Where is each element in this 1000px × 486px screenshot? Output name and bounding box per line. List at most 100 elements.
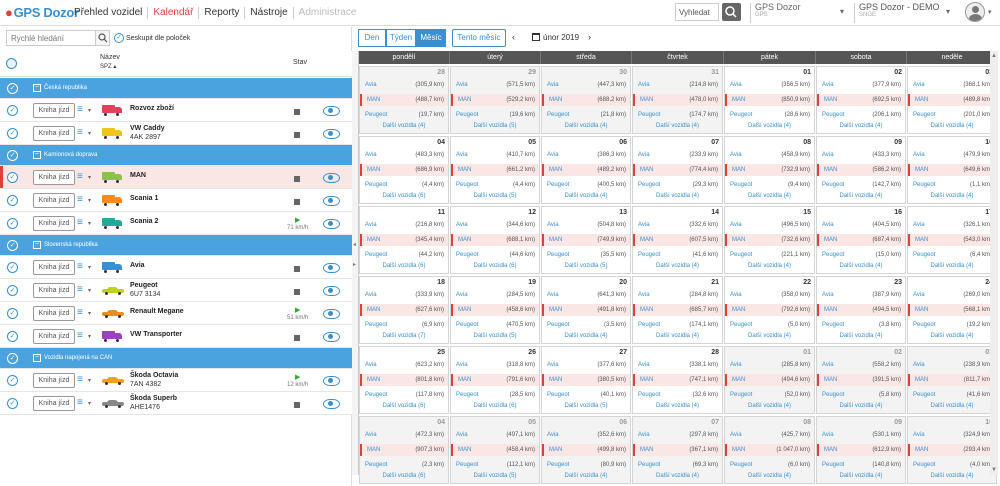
row-checkbox[interactable]: ✓ — [7, 150, 18, 161]
chevron-down-icon[interactable]: ▾ — [88, 108, 92, 114]
row-checkbox[interactable]: ✓ — [7, 240, 18, 251]
vehicle-km-line[interactable]: MAN (489,2 km) — [542, 164, 630, 176]
vehicle-km-line[interactable]: Avia (377,9 km) — [817, 79, 905, 91]
search-icon[interactable] — [95, 30, 110, 46]
more-vehicles-link[interactable]: Další vozidla (4) — [747, 263, 791, 269]
chevron-down-icon[interactable]: ▾ — [88, 265, 92, 271]
vehicle-km-line[interactable]: Avia (368,1 km) — [908, 79, 996, 91]
day-cell[interactable]: 22 Avia (358,0 km) MAN (792,6 km) Peugeot (5,0… — [724, 276, 815, 344]
vehicle-km-line[interactable]: Avia (496,5 km) — [725, 219, 814, 231]
trip-book-button[interactable]: Kniha jízd — [33, 170, 75, 185]
more-vehicles-link[interactable]: Další vozidla (4) — [930, 193, 974, 199]
vehicle-km-line[interactable]: MAN (1 047,0 km) — [725, 444, 814, 456]
vehicle-km-line[interactable]: Avia (483,3 km) — [360, 149, 448, 161]
vehicle-km-line[interactable]: Peugeot (174,1 km) — [633, 319, 722, 331]
scrollbar[interactable]: ▲ ▼ — [990, 51, 998, 475]
vehicle-km-line[interactable]: Peugeot (221,1 km) — [725, 249, 814, 261]
vehicle-km-line[interactable]: Avia (269,0 km) — [908, 289, 996, 301]
group-row[interactable]: ✓ − Kamionová doprava — [0, 145, 352, 166]
trip-book-button[interactable]: Kniha jízd — [33, 329, 75, 344]
more-vehicles-link[interactable]: Další vozidla (4) — [564, 193, 608, 199]
month-label[interactable]: únor 2019 — [543, 33, 580, 42]
day-cell[interactable]: 21 Avia (284,8 km) MAN (685,7 km) Peugeot (174… — [632, 276, 723, 344]
more-vehicles-link[interactable]: Další vozidla (4) — [564, 333, 608, 339]
vehicle-km-line[interactable]: Avia (433,3 km) — [817, 149, 905, 161]
day-cell[interactable]: 14 Avia (332,6 km) MAN (607,5 km) Peugeot (41,… — [632, 206, 723, 274]
chevron-down-icon[interactable]: ▾ — [88, 131, 92, 137]
trip-book-button[interactable]: Kniha jízd — [33, 283, 75, 298]
menu-icon[interactable]: ≡ — [77, 194, 83, 205]
vehicle-km-line[interactable]: Avia (558,2 km) — [817, 359, 905, 371]
vehicle-km-line[interactable]: Peugeot (3,5 km) — [542, 319, 630, 331]
vehicle-km-line[interactable]: Avia (458,9 km) — [725, 149, 814, 161]
vehicle-row[interactable]: ✓ Kniha jízd ≡ ▾ Škoda Superb AHE1476 — [0, 392, 352, 415]
chevron-down-icon[interactable]: ▾ — [88, 221, 92, 227]
day-cell[interactable]: 05 Avia (410,7 km) MAN (661,2 km) Peugeot (4,4… — [450, 136, 540, 204]
vehicle-km-line[interactable]: Peugeot (28,6 km) — [725, 109, 814, 121]
vehicle-km-line[interactable]: MAN (685,7 km) — [633, 304, 722, 316]
eye-icon[interactable] — [323, 332, 340, 342]
vehicle-km-line[interactable]: Avia (352,6 km) — [542, 429, 630, 441]
more-vehicles-link[interactable]: Další vozidla (4) — [655, 333, 699, 339]
eye-icon[interactable] — [323, 219, 340, 229]
vehicle-km-line[interactable]: Peugeot (41,6 km) — [908, 389, 996, 401]
vehicle-km-line[interactable]: MAN (747,1 km) — [633, 374, 722, 386]
next-month-button[interactable]: › — [588, 32, 591, 42]
chevron-down-icon[interactable]: ▾ — [88, 175, 92, 181]
vehicle-row[interactable]: ✓ Kniha jízd ≡ ▾ Rozvoz zboží — [0, 99, 352, 122]
vehicle-km-line[interactable]: MAN (811,7 km) — [908, 374, 996, 386]
vehicle-km-line[interactable]: Avia (386,3 km) — [542, 149, 630, 161]
day-cell[interactable]: 28 Avia (305,9 km) MAN (488,7 km) Peugeot (19,… — [359, 66, 449, 134]
trip-book-button[interactable]: Kniha jízd — [33, 103, 75, 118]
vehicle-km-line[interactable]: MAN (627,6 km) — [360, 304, 448, 316]
vehicle-row[interactable]: ✓ Kniha jízd ≡ ▾ VW Transporter — [0, 325, 352, 348]
group-row[interactable]: ✓ − Slovenská republika — [0, 235, 352, 256]
day-cell[interactable]: 03 Avia (238,9 km) MAN (811,7 km) Peugeot (41,… — [907, 346, 997, 414]
trip-book-button[interactable]: Kniha jízd — [33, 396, 75, 411]
more-vehicles-link[interactable]: Další vozidla (4) — [747, 333, 791, 339]
vehicle-km-line[interactable]: Peugeot (112,1 km) — [451, 459, 539, 471]
vehicle-km-line[interactable]: MAN (732,6 km) — [725, 234, 814, 246]
vehicle-km-line[interactable]: Avia (238,9 km) — [908, 359, 996, 371]
vehicle-km-line[interactable]: Avia (297,8 km) — [633, 429, 722, 441]
vehicle-km-line[interactable]: Avia (387,9 km) — [817, 289, 905, 301]
day-cell[interactable]: 02 Avia (558,2 km) MAN (391,5 km) Peugeot (5,8… — [816, 346, 906, 414]
vehicle-km-line[interactable]: Peugeot (6,4 km) — [908, 249, 996, 261]
vehicle-km-line[interactable]: Avia (338,1 km) — [633, 359, 722, 371]
more-vehicles-link[interactable]: Další vozidla (4) — [564, 473, 608, 479]
vehicle-km-line[interactable]: MAN (607,5 km) — [633, 234, 722, 246]
vehicle-km-line[interactable]: Peugeot (41,6 km) — [633, 249, 722, 261]
menu-icon[interactable]: ≡ — [77, 284, 83, 295]
more-vehicles-link[interactable]: Další vozidla (4) — [747, 473, 791, 479]
more-vehicles-link[interactable]: Další vozidla (5) — [473, 333, 517, 339]
vehicle-km-line[interactable]: Peugeot (5,8 km) — [817, 389, 905, 401]
vehicle-km-line[interactable]: Peugeot (28,5 km) — [451, 389, 539, 401]
vehicle-km-line[interactable]: Avia (358,0 km) — [725, 289, 814, 301]
more-vehicles-link[interactable]: Další vozidla (4) — [839, 403, 883, 409]
vehicle-km-line[interactable]: MAN (458,6 km) — [451, 304, 539, 316]
vehicle-km-line[interactable]: MAN (488,7 km) — [360, 94, 448, 106]
row-checkbox[interactable]: ✓ — [7, 105, 18, 116]
more-vehicles-link[interactable]: Další vozidla (4) — [839, 193, 883, 199]
vehicle-km-line[interactable]: Avia (425,7 km) — [725, 429, 814, 441]
vehicle-km-line[interactable]: MAN (801,8 km) — [360, 374, 448, 386]
day-cell[interactable]: 26 Avia (318,8 km) MAN (791,6 km) Peugeot (28,… — [450, 346, 540, 414]
vehicle-km-line[interactable]: Peugeot (32,6 km) — [633, 389, 722, 401]
vehicle-km-line[interactable]: Peugeot (9,4 km) — [725, 179, 814, 191]
day-cell[interactable]: 30 Avia (447,3 km) MAN (688,2 km) Peugeot (21,… — [541, 66, 631, 134]
day-cell[interactable]: 27 Avia (377,6 km) MAN (380,5 km) Peugeot (40,… — [541, 346, 631, 414]
nav-item-overview[interactable]: Přehled vozidel — [69, 7, 149, 19]
vehicle-km-line[interactable]: Avia (214,8 km) — [633, 79, 722, 91]
vehicle-km-line[interactable]: Avia (284,5 km) — [451, 289, 539, 301]
day-cell[interactable]: 01 Avia (356,5 km) MAN (850,9 km) Peugeot (28,… — [724, 66, 815, 134]
chevron-down-icon[interactable]: ▾ — [88, 378, 92, 384]
vehicle-km-line[interactable]: MAN (367,1 km) — [633, 444, 722, 456]
vehicle-km-line[interactable]: Peugeot (4,4 km) — [360, 179, 448, 191]
vehicle-km-line[interactable]: Avia (479,9 km) — [908, 149, 996, 161]
eye-icon[interactable] — [323, 196, 340, 206]
menu-icon[interactable]: ≡ — [77, 307, 83, 318]
vehicle-row[interactable]: ✓ Kniha jízd ≡ ▾ Scania 1 — [0, 189, 352, 212]
vehicle-km-line[interactable]: MAN (649,6 km) — [908, 164, 996, 176]
collapse-group-icon[interactable]: − — [33, 151, 41, 159]
more-vehicles-link[interactable]: Další vozidla (6) — [473, 263, 517, 269]
